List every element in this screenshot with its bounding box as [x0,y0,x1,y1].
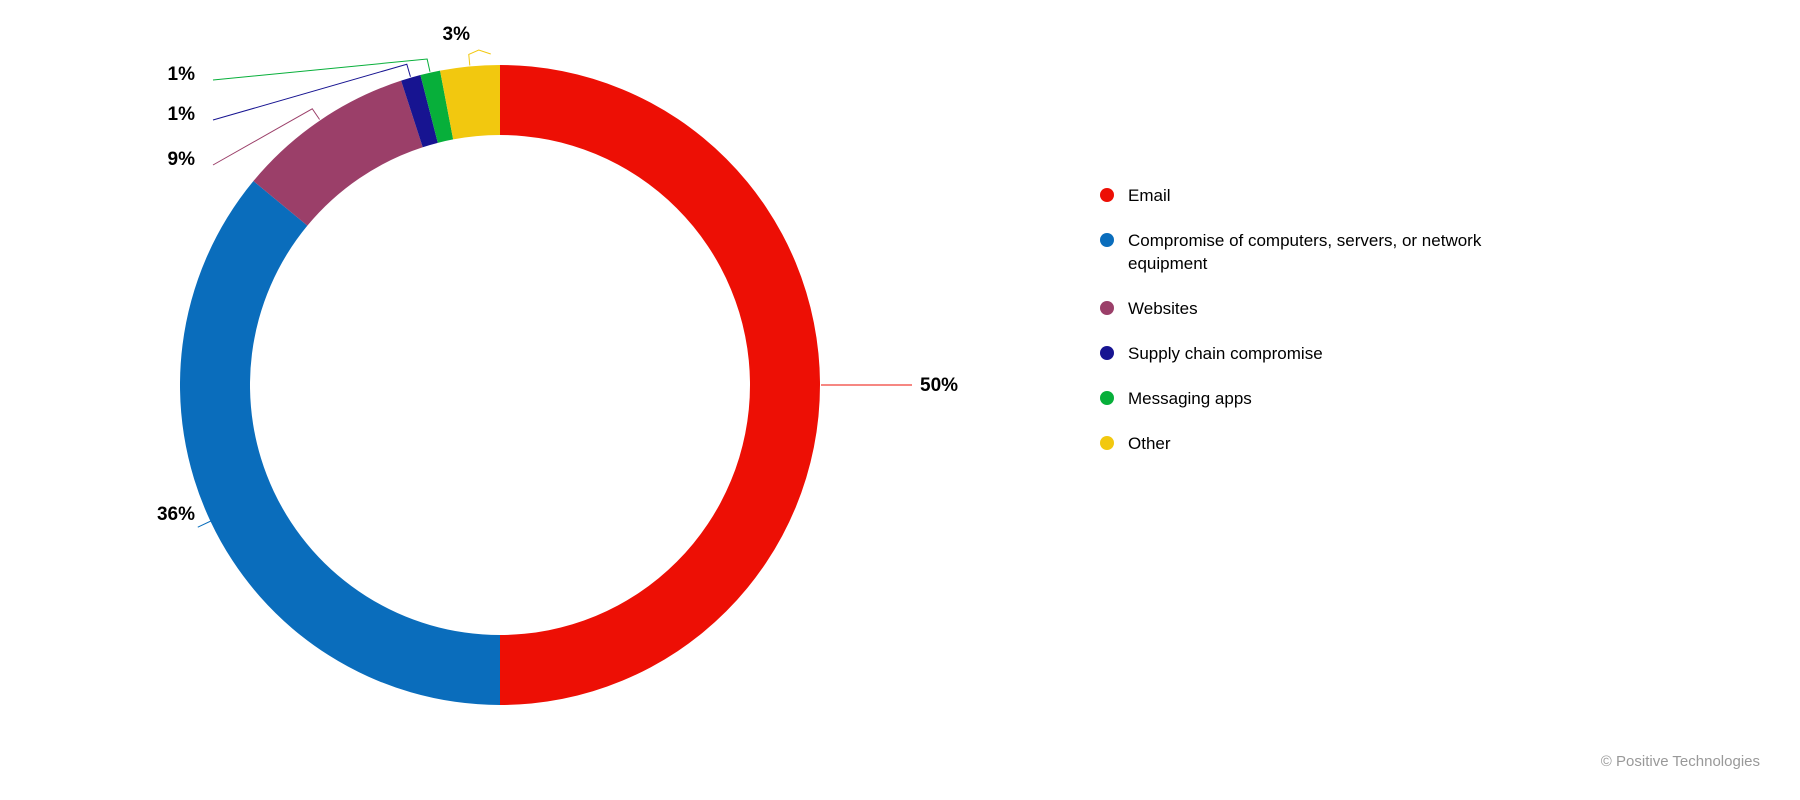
slice-value-label: 50% [920,375,958,396]
legend-swatch [1100,188,1114,202]
legend-item: Supply chain compromise [1100,343,1488,366]
slice-leader-line [198,520,213,527]
legend-swatch [1100,346,1114,360]
legend-label: Compromise of computers, servers, or net… [1128,230,1488,276]
slice-value-label: 36% [157,504,195,525]
slice-leader-line [213,59,430,80]
legend-item: Messaging apps [1100,388,1488,411]
slice-leader-line [469,50,491,65]
donut-slice [500,65,820,705]
legend-label: Email [1128,185,1171,208]
legend-item: Other [1100,433,1488,456]
legend-item: Websites [1100,298,1488,321]
slice-value-label: 1% [168,104,196,125]
legend-item: Email [1100,185,1488,208]
attribution-text: © Positive Technologies [1601,753,1760,770]
legend-swatch [1100,301,1114,315]
chart-legend: Email Compromise of computers, servers, o… [1100,185,1488,478]
donut-chart: 50% 36% 9% 1% 1% 3% [0,0,1000,780]
donut-slice [180,181,500,705]
legend-swatch [1100,391,1114,405]
slice-value-label: 3% [443,24,471,45]
legend-label: Supply chain compromise [1128,343,1323,366]
slice-value-label: 1% [168,64,196,85]
legend-swatch [1100,233,1114,247]
legend-label: Other [1128,433,1171,456]
legend-label: Messaging apps [1128,388,1252,411]
legend-swatch [1100,436,1114,450]
legend-label: Websites [1128,298,1198,321]
legend-item: Compromise of computers, servers, or net… [1100,230,1488,276]
slice-value-label: 9% [168,149,196,170]
